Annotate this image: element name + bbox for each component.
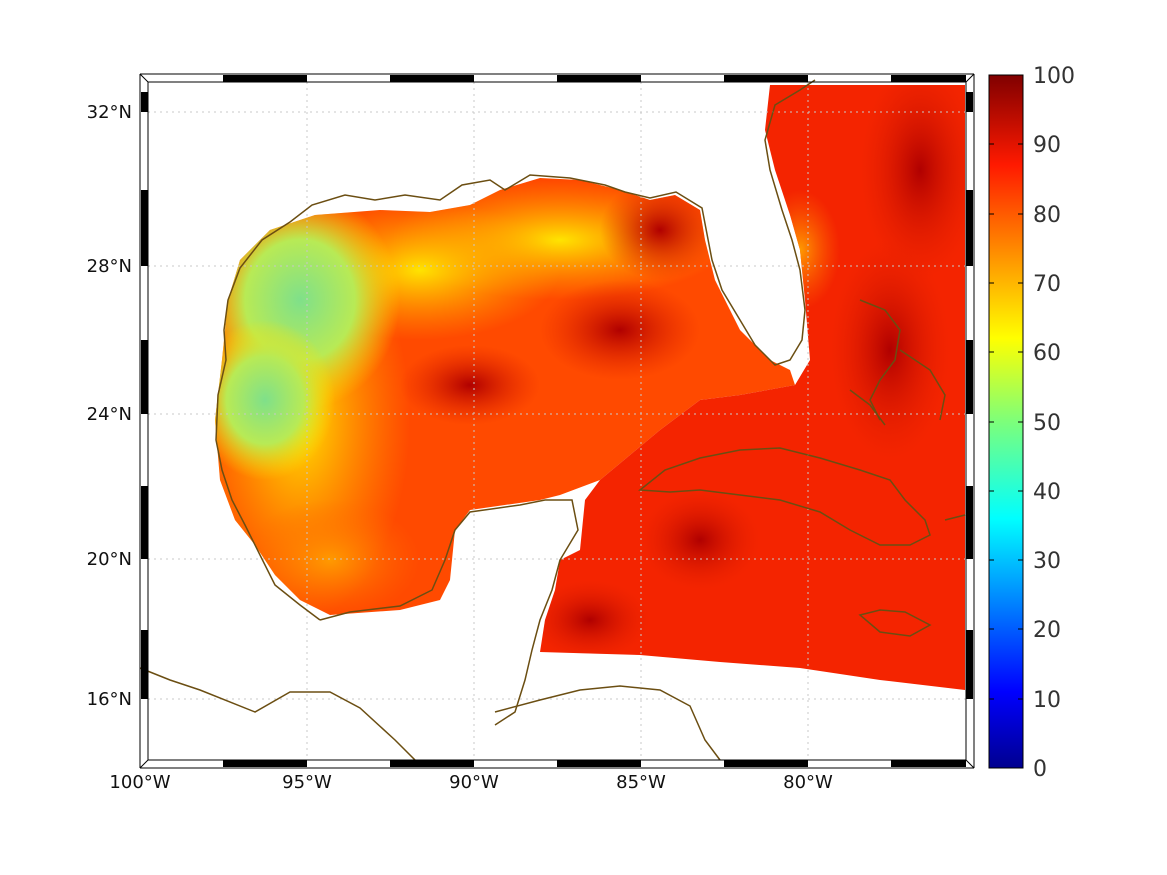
colorbar-tick-label: 30 [1033,549,1061,574]
lon-tick: 95°W [282,772,332,793]
lat-tick: 16°N [87,689,132,710]
lon-tick: 80°W [783,772,833,793]
lat-tick: 20°N [87,549,132,570]
mexico-texas-coast [215,79,816,621]
colorbar-tick-label: 0 [1033,757,1047,782]
lat-lon-grid [148,82,966,760]
colorbar-tick-label: 90 [1033,133,1061,158]
cuba-coast [638,447,931,546]
colorbar-tick-label: 60 [1033,341,1061,366]
colorbar-tick-label: 70 [1033,272,1061,297]
map-frame [139,73,975,769]
coastlines [139,79,966,766]
colorbar-tick-label: 80 [1033,203,1061,228]
colorbar-tick-label: 50 [1033,411,1061,436]
jamaica-coast [858,609,932,637]
lat-tick-labels: 32°N 28°N 24°N 20°N 16°N [87,102,132,710]
colorbar-gradient [988,74,1024,769]
yucatan-coast [319,499,579,726]
hispaniola-coast [944,514,966,521]
colorbar-tick-label: 20 [1033,618,1061,643]
us-gulf-coast [139,667,421,766]
colorbar-tick-label: 40 [1033,480,1061,505]
colorbar-ticks [989,143,1023,700]
lat-tick: 28°N [87,256,132,277]
lon-tick: 85°W [616,772,666,793]
colorbar-tick-label: 10 [1033,688,1061,713]
colorbar-tick-label: 100 [1033,64,1075,89]
lon-tick: 100°W [109,772,170,793]
lat-tick: 32°N [87,102,132,123]
central-america-coast [494,685,721,761]
colorbar: 100 90 80 70 60 50 40 30 20 10 0 [988,64,1075,782]
lon-tick-labels: 100°W 95°W 90°W 85°W 80°W [109,772,833,793]
bahamas-coast [849,299,946,426]
lon-tick: 90°W [449,772,499,793]
lat-tick: 24°N [87,404,132,425]
